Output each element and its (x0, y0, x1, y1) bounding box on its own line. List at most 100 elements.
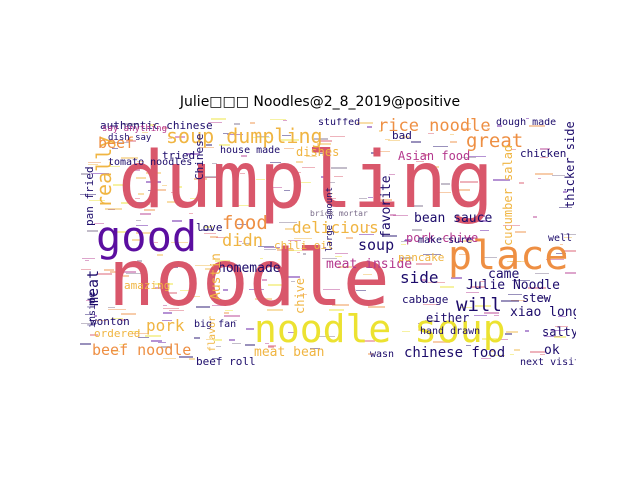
word-dumpling: dumpling (118, 136, 494, 226)
filler-mark (371, 152, 378, 154)
filler-mark (260, 258, 263, 259)
filler-mark (544, 336, 560, 337)
word-pancake: pancake (398, 251, 445, 264)
word-chili-oil: chili oil (274, 239, 334, 252)
filler-mark (560, 244, 563, 245)
filler-mark (256, 136, 269, 137)
filler-mark (265, 343, 269, 344)
filler-mark (238, 205, 249, 206)
filler-mark (292, 172, 301, 173)
filler-mark (111, 318, 123, 319)
filler-mark (142, 132, 148, 133)
filler-mark (132, 239, 142, 241)
filler-mark (87, 230, 98, 232)
filler-mark (481, 358, 491, 359)
filler-mark (163, 305, 167, 306)
filler-mark (505, 333, 512, 335)
filler-mark (108, 309, 126, 310)
filler-mark (416, 161, 424, 162)
word-chinese: Chinese (193, 133, 206, 180)
filler-mark (538, 178, 541, 179)
word-homemade: homemade (218, 261, 281, 276)
filler-mark (451, 277, 462, 279)
filler-mark (296, 161, 303, 163)
filler-mark (126, 273, 144, 274)
word-pork-chive: pork chive (406, 231, 479, 245)
filler-mark (487, 323, 490, 325)
filler-mark (314, 138, 328, 140)
word-flavor: flavor (207, 315, 218, 352)
filler-mark (212, 305, 226, 306)
filler-mark (422, 166, 439, 168)
filler-mark (460, 181, 478, 183)
filler-mark (367, 126, 372, 128)
filler-mark (246, 328, 254, 330)
word-next-visit: next visit (520, 357, 576, 367)
word-bean-sauce: bean sauce (414, 211, 493, 226)
filler-mark (506, 331, 518, 333)
filler-mark (195, 265, 212, 266)
filler-mark (163, 358, 176, 359)
filler-mark (440, 286, 454, 288)
filler-mark (419, 167, 425, 169)
word-soup: soup (358, 236, 395, 254)
filler-mark (508, 294, 522, 295)
filler-mark (164, 292, 177, 294)
filler-mark (144, 209, 155, 211)
filler-mark (559, 207, 572, 208)
filler-mark (338, 266, 352, 268)
filler-mark (204, 226, 213, 228)
filler-mark (453, 189, 470, 191)
filler-mark (90, 334, 98, 336)
filler-mark (357, 122, 373, 124)
filler-mark (168, 138, 172, 139)
filler-mark (123, 271, 136, 273)
word-rice-noodle: rice noodle (378, 118, 491, 136)
filler-mark (137, 260, 142, 262)
filler-mark (86, 300, 90, 301)
word-brick-mortar: brick mortar (310, 209, 368, 218)
filler-mark (91, 320, 107, 321)
filler-mark (484, 312, 499, 314)
word-beef-roll: beef roll (196, 355, 256, 366)
word-stuffed: stuffed (318, 118, 361, 128)
filler-mark (121, 313, 136, 315)
filler-mark (245, 344, 255, 346)
filler-mark (450, 134, 454, 135)
filler-mark (94, 315, 97, 317)
filler-mark (514, 349, 520, 351)
filler-mark (368, 197, 373, 198)
filler-mark (497, 125, 502, 127)
filler-mark (194, 337, 200, 339)
filler-mark (186, 153, 200, 155)
filler-mark (88, 164, 98, 165)
word-beef-noodle: beef noodle (92, 341, 192, 359)
filler-mark (121, 157, 138, 159)
filler-mark (123, 275, 129, 277)
filler-mark (441, 183, 450, 185)
filler-mark (171, 242, 188, 243)
filler-mark (421, 279, 426, 281)
filler-mark (471, 220, 487, 222)
filler-mark (162, 320, 172, 321)
filler-mark (368, 353, 373, 355)
filler-mark (423, 154, 428, 156)
word-pan-fried: pan fried (83, 166, 96, 226)
filler-mark (529, 125, 545, 127)
filler-mark (229, 339, 235, 341)
filler-mark (335, 256, 342, 257)
filler-mark (388, 140, 400, 141)
filler-mark (264, 249, 276, 250)
filler-mark (368, 306, 385, 308)
filler-mark (320, 140, 332, 142)
filler-mark (554, 336, 566, 338)
filler-mark (510, 354, 514, 355)
filler-mark (149, 124, 156, 126)
filler-mark (204, 233, 216, 234)
filler-mark (535, 273, 549, 274)
filler-mark (317, 336, 335, 337)
filler-mark (525, 330, 529, 332)
filler-mark (401, 241, 410, 242)
filler-mark (480, 230, 489, 231)
filler-mark (474, 315, 487, 316)
